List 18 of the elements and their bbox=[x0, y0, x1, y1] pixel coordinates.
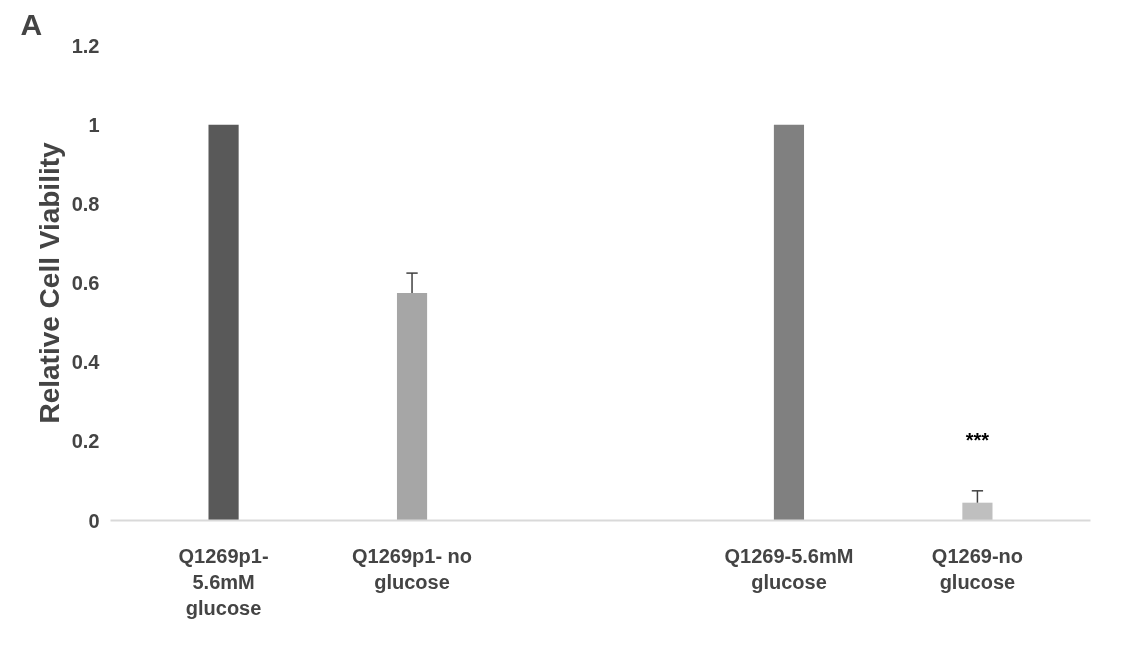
x-tick-label: Q1269p1- no glucose bbox=[352, 544, 473, 593]
bar bbox=[208, 124, 239, 521]
y-tick-label: 0.8 bbox=[71, 192, 100, 215]
y-tick-label: 0.6 bbox=[71, 272, 100, 294]
bar bbox=[773, 124, 805, 521]
annotation: *** bbox=[965, 428, 990, 451]
chart-title: A bbox=[20, 7, 43, 41]
y-axis-title: Relative Cell Viability bbox=[33, 141, 65, 424]
y-tick-label: 1 bbox=[88, 113, 100, 136]
x-tick-label: Q1269p1-5.6mM glucose bbox=[178, 544, 269, 620]
x-tick-label: Q1269-no glucose bbox=[931, 544, 1024, 593]
y-tick-label: 0.4 bbox=[71, 351, 101, 374]
x-tick-label: Q1269-5.6mM glucose bbox=[724, 544, 854, 593]
bar bbox=[962, 502, 993, 521]
y-tick-label: 1.2 bbox=[71, 34, 100, 57]
y-tick-label: 0.2 bbox=[71, 430, 100, 453]
bar bbox=[396, 292, 428, 521]
y-tick-label: 0 bbox=[88, 509, 100, 532]
